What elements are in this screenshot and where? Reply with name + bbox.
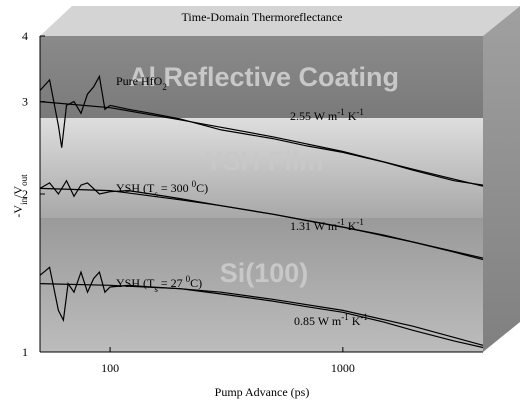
annotation-part: -1 [341, 312, 349, 322]
slab-top [40, 6, 520, 36]
layer-label: Al Reflective Coating [129, 62, 399, 92]
y-tick-label: 4 [22, 29, 28, 43]
annotation-part: K [349, 314, 361, 328]
annotation-part: s [154, 284, 158, 294]
x-tick-label: 1000 [331, 361, 355, 375]
layer-label: Si(100) [220, 258, 309, 288]
annotation-part: K [345, 109, 357, 123]
annotation: 0.85 W m-1 K-1 [294, 312, 368, 328]
annotation-part: = 27 [158, 276, 186, 290]
annotation-part: 0 [186, 274, 191, 284]
annotation: YSH (Ts = 27 0C) [116, 274, 202, 294]
annotation-part: Pure HfO [116, 74, 163, 88]
series-line [39, 266, 484, 349]
series-line [39, 283, 484, 346]
annotation: YSH (Ts = 300 0C) [116, 179, 208, 199]
y-axis-label-part: out [19, 174, 29, 186]
series-line [39, 187, 484, 259]
annotation-part: = 300 [158, 181, 192, 195]
layer-label: YSH Film [205, 146, 324, 176]
y-tick-label: 1 [22, 345, 28, 359]
y-tick-label: 3 [22, 95, 28, 109]
annotation-part: YSH (T [116, 276, 155, 290]
x-tick-label: 100 [101, 361, 119, 375]
annotation-part: -1 [360, 312, 368, 322]
annotation-part: 0.85 W m [294, 314, 342, 328]
series-line [39, 74, 484, 186]
annotation-part: K [345, 219, 357, 233]
annotation-part: s [154, 189, 158, 199]
y-axis-label-part: -V [11, 205, 25, 218]
y-axis-label: -Vin/Vout [11, 174, 29, 218]
annotation-part: -1 [356, 217, 364, 227]
annotation-part: -1 [356, 107, 364, 117]
annotation-part: 0 [192, 179, 197, 189]
annotation: 2.55 W m-1 K-1 [290, 107, 364, 123]
x-axis-label: Pump Advance (ps) [215, 385, 310, 399]
slab-side [483, 6, 520, 352]
annotation-part: -1 [337, 107, 345, 117]
chart-title: Time-Domain Thermoreflectance [182, 10, 343, 24]
y-axis-label-part: in [19, 197, 29, 205]
annotation-part: 2 [162, 82, 167, 92]
annotation-part: 1.31 W m [290, 219, 338, 233]
series-line [39, 101, 484, 187]
annotation: Pure HfO2 [116, 74, 167, 92]
annotation: 1.31 W m-1 K-1 [290, 217, 364, 233]
y-tick-label: 2 [22, 187, 28, 201]
annotation-part: 2.55 W m [290, 109, 338, 123]
annotation-part: -1 [337, 217, 345, 227]
layer-al [40, 36, 483, 118]
annotation-part: C) [190, 276, 202, 290]
annotation-part: YSH (T [116, 181, 155, 195]
y-axis-label-part: /V [11, 186, 25, 198]
annotation-part: C) [196, 181, 208, 195]
